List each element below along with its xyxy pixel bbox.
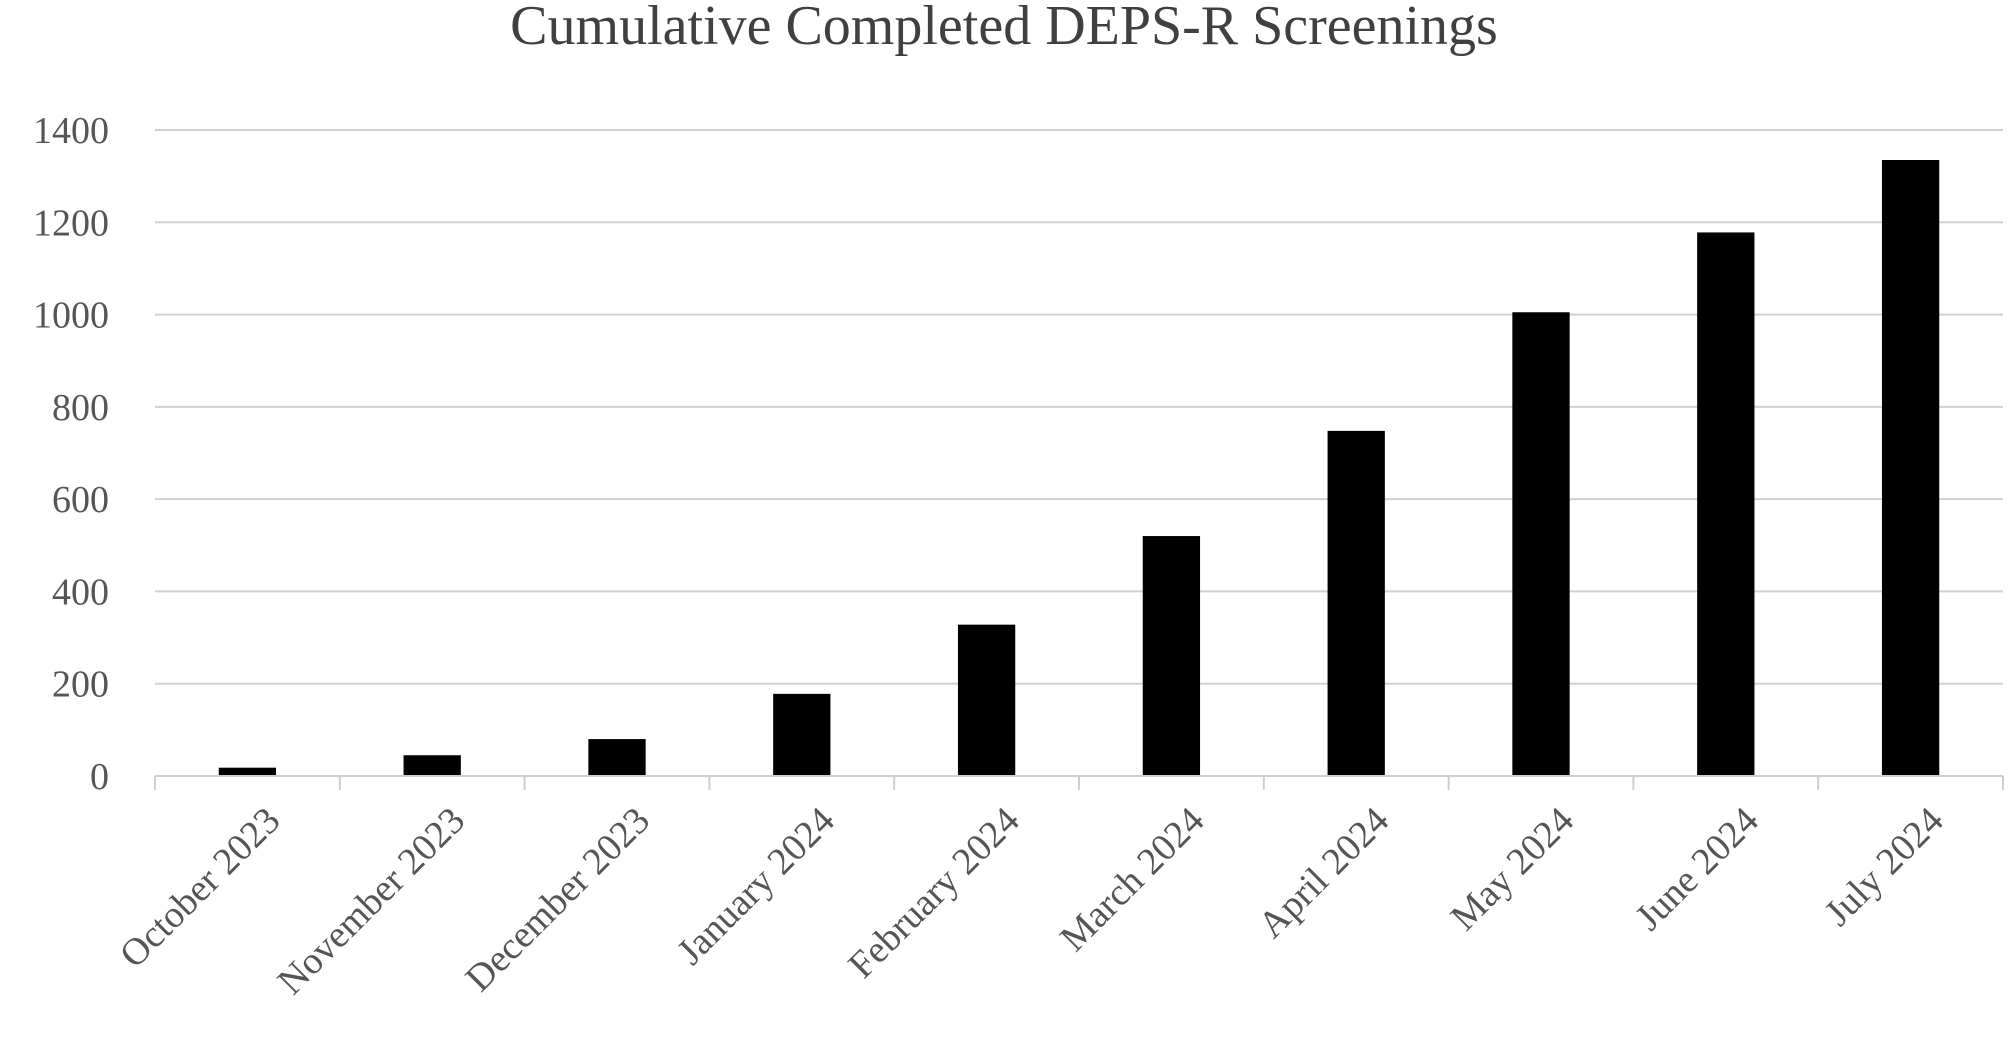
y-tick-label: 400 — [52, 571, 109, 613]
bar — [1697, 232, 1755, 777]
gridlines — [155, 129, 2003, 685]
y-tick-label: 200 — [52, 664, 109, 706]
x-tick-label: November 2023 — [270, 799, 474, 1003]
x-tick-label: July 2024 — [1817, 799, 1952, 934]
bar — [1512, 312, 1570, 776]
bar — [1142, 536, 1201, 776]
bars — [218, 159, 1940, 777]
y-tick-label: 1200 — [33, 202, 109, 244]
x-tick-label: March 2024 — [1052, 799, 1212, 959]
bar — [403, 755, 461, 776]
y-tick-label: 600 — [52, 479, 109, 521]
bar — [773, 693, 831, 776]
y-tick-label: 0 — [90, 756, 109, 798]
bar — [1327, 430, 1385, 776]
x-tick-label: January 2024 — [669, 799, 843, 973]
y-tick-label: 1000 — [33, 295, 109, 337]
x-tick-label: June 2024 — [1627, 799, 1766, 938]
bar — [1881, 159, 1940, 776]
x-tick-label: May 2024 — [1443, 799, 1582, 938]
y-tick-label: 800 — [52, 387, 109, 429]
x-tick-label: December 2023 — [457, 799, 658, 1000]
bar — [957, 624, 1016, 776]
x-axis — [154, 775, 2004, 790]
bar — [218, 767, 277, 776]
x-tick-label: February 2024 — [840, 799, 1027, 986]
bar — [588, 739, 646, 776]
chart-title: Cumulative Completed DEPS-R Screenings — [510, 0, 1498, 57]
y-tick-label: 1400 — [33, 110, 109, 152]
y-axis-tick-labels: 0 200 400 600 800 1000 1200 1400 — [33, 110, 109, 798]
x-tick-label: October 2023 — [112, 799, 289, 976]
x-tick-label: April 2024 — [1250, 799, 1397, 946]
